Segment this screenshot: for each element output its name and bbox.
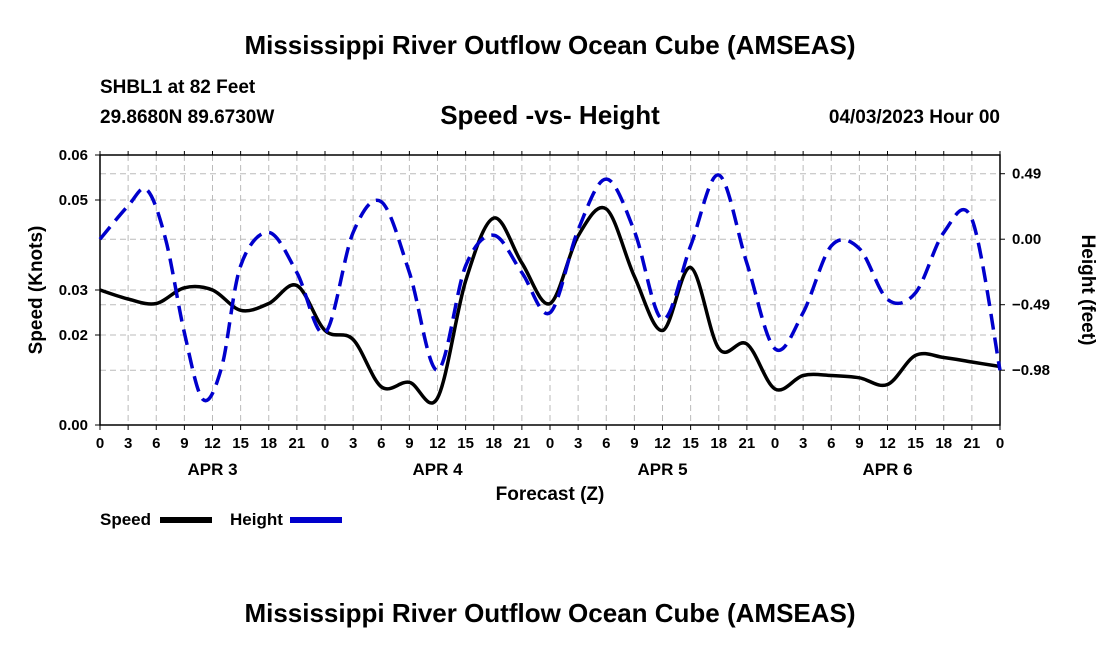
- x-tick-label: 0: [546, 435, 554, 452]
- x-tick-label: 6: [602, 435, 610, 452]
- legend-height-label: Height: [230, 510, 283, 529]
- x-tick-label: 15: [232, 435, 249, 452]
- x-tick-label: 0: [96, 435, 104, 452]
- x-tick-label: 3: [349, 435, 357, 452]
- x-tick-label: 15: [907, 435, 924, 452]
- y2-axis-label: Height (feet): [1077, 235, 1098, 346]
- chart-subtitle: Speed -vs- Height: [440, 100, 660, 130]
- main-title-repeat: Mississippi River Outflow Ocean Cube (AM…: [244, 598, 856, 628]
- main-title: Mississippi River Outflow Ocean Cube (AM…: [244, 30, 856, 60]
- x-tick-label: 12: [204, 435, 221, 452]
- y-tick-label: 0.00: [59, 417, 88, 434]
- station-coords: 29.8680N 89.6730W: [100, 107, 275, 128]
- x-tick-label: 21: [739, 435, 756, 452]
- y-tick-label: 0.02: [59, 327, 88, 344]
- y2-tick-label: −0.98: [1012, 362, 1050, 379]
- station-name: SHBL1 at 82 Feet: [100, 77, 256, 98]
- speed-height-chart: 0 3 6 9 12 15 18 21 0 3 6 9 12 15 18 21 0 3 6 9 12 15 18 21 0 3 6 9…: [26, 147, 1098, 529]
- x-tick-label: 6: [152, 435, 160, 452]
- speed-series-line: [99, 205, 1001, 405]
- x-tick-label: 21: [289, 435, 306, 452]
- x-tick-label: 15: [682, 435, 699, 452]
- legend-speed-label: Speed: [100, 510, 151, 529]
- day-label: APR 3: [187, 460, 237, 479]
- x-tick-label: 12: [429, 435, 446, 452]
- x-tick-label: 18: [260, 435, 277, 452]
- x-tick-label: 3: [124, 435, 132, 452]
- day-label: APR 6: [862, 460, 912, 479]
- x-tick-label: 0: [321, 435, 329, 452]
- x-tick-label: 9: [855, 435, 863, 452]
- x-tick-label: 18: [485, 435, 502, 452]
- y-tick-label: 0.06: [59, 147, 88, 164]
- y2-tick-label: −0.49: [1012, 297, 1050, 314]
- legend: Speed Height: [100, 510, 342, 529]
- x-tick-label: 9: [630, 435, 638, 452]
- x-tick-label: 15: [457, 435, 474, 452]
- x-tick-label: 6: [377, 435, 385, 452]
- day-label: APR 4: [412, 460, 463, 479]
- height-series-line: [98, 173, 1002, 403]
- x-tick-label: 6: [827, 435, 835, 452]
- axes: 0 3 6 9 12 15 18 21 0 3 6 9 12 15 18 21 0 3 6 9 12 15 18 21 0 3 6 9…: [59, 147, 1050, 479]
- x-tick-label: 18: [935, 435, 952, 452]
- x-tick-label: 21: [964, 435, 981, 452]
- x-tick-label: 18: [710, 435, 727, 452]
- x-tick-label: 9: [180, 435, 188, 452]
- y2-tick-label: 0.49: [1012, 166, 1041, 183]
- y-axis-label: Speed (Knots): [26, 226, 47, 355]
- grid: [100, 155, 1000, 425]
- x-tick-label: 3: [574, 435, 582, 452]
- day-label: APR 5: [637, 460, 687, 479]
- y-tick-label: 0.03: [59, 282, 88, 299]
- x-tick-label: 12: [879, 435, 896, 452]
- forecast-datetime: 04/03/2023 Hour 00: [828, 107, 1000, 128]
- x-tick-label: 3: [799, 435, 807, 452]
- x-tick-label: 0: [996, 435, 1004, 452]
- x-tick-label: 12: [654, 435, 671, 452]
- x-tick-label: 9: [405, 435, 413, 452]
- x-tick-label: 0: [771, 435, 779, 452]
- x-tick-label: 21: [514, 435, 531, 452]
- y2-tick-label: 0.00: [1012, 231, 1041, 248]
- series: [98, 173, 1002, 405]
- y-tick-label: 0.05: [59, 192, 88, 209]
- x-axis-label: Forecast (Z): [496, 484, 605, 505]
